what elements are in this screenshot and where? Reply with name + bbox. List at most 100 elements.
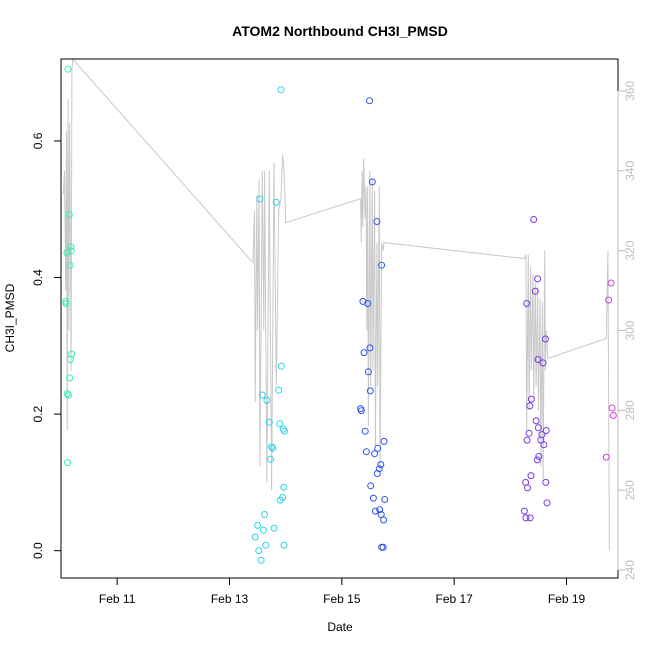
data-point xyxy=(367,482,375,490)
data-point xyxy=(527,395,535,403)
data-point xyxy=(276,496,284,504)
y-axis-left: 0.0 0.2 0.4 0.6 xyxy=(31,132,62,559)
data-point xyxy=(63,249,71,257)
data-point xyxy=(276,420,284,428)
data-point xyxy=(523,300,531,307)
data-point xyxy=(255,547,263,555)
y-axis-right: 240 260 280 300 320 340 360 xyxy=(617,81,637,580)
x-tick-label: Feb 13 xyxy=(211,592,249,606)
data-point xyxy=(259,526,267,534)
data-point xyxy=(609,412,617,419)
data-point xyxy=(280,541,288,549)
x-tick-label: Feb 19 xyxy=(548,592,586,606)
data-point xyxy=(265,418,273,426)
data-point xyxy=(543,499,551,507)
data-point xyxy=(380,437,388,445)
data-point xyxy=(277,362,285,370)
data-point xyxy=(366,97,373,105)
y-tick-label: 0.4 xyxy=(31,269,45,286)
x-tick-label: Feb 15 xyxy=(323,592,361,606)
x-tick-label: Feb 17 xyxy=(435,592,473,606)
y2-tick-label: 360 xyxy=(623,81,637,101)
data-point xyxy=(66,261,74,269)
y-tick-label: 0.2 xyxy=(31,405,45,422)
data-point xyxy=(257,556,265,564)
data-point xyxy=(262,541,270,549)
data-point xyxy=(379,543,387,551)
data-point xyxy=(542,427,550,434)
data-point xyxy=(256,195,264,203)
x-axis-label: Date xyxy=(327,620,353,634)
y2-tick-label: 340 xyxy=(623,160,637,180)
data-point xyxy=(373,470,381,477)
data-point xyxy=(62,300,70,307)
data-point xyxy=(537,436,545,444)
data-point xyxy=(526,514,534,522)
data-point xyxy=(364,368,372,376)
data-point xyxy=(534,275,542,283)
data-point xyxy=(66,356,74,363)
data-point xyxy=(268,443,276,451)
data-point xyxy=(371,450,379,458)
data-point xyxy=(376,506,384,514)
data-point xyxy=(267,455,274,463)
data-point xyxy=(525,429,533,437)
data-point xyxy=(263,396,271,404)
data-point xyxy=(269,444,277,452)
data-point xyxy=(535,452,543,460)
data-point xyxy=(66,374,74,382)
data-point xyxy=(362,448,370,456)
x-tick-label: Feb 11 xyxy=(99,592,136,606)
data-point xyxy=(64,459,72,467)
y-tick-label: 0.6 xyxy=(31,132,45,149)
data-point xyxy=(381,496,389,503)
data-point xyxy=(533,456,541,464)
y2-tick-label: 300 xyxy=(623,320,637,340)
y2-tick-label: 260 xyxy=(623,480,637,500)
data-point xyxy=(364,300,372,307)
right-axis-line-layer xyxy=(62,57,610,551)
data-point xyxy=(366,387,374,395)
x-axis: Feb 11 Feb 13 Feb 15 Feb 17 Feb 19 xyxy=(99,577,586,606)
data-point xyxy=(67,247,75,255)
data-point xyxy=(371,507,379,515)
data-point xyxy=(380,516,388,524)
data-point xyxy=(251,533,259,541)
data-point xyxy=(360,349,368,357)
y2-tick-label: 240 xyxy=(623,560,637,580)
data-point xyxy=(357,407,365,415)
data-point xyxy=(538,431,546,439)
data-point xyxy=(374,444,382,452)
data-point xyxy=(541,335,549,343)
data-point xyxy=(65,211,73,219)
data-point xyxy=(522,514,530,522)
data-point xyxy=(605,296,613,304)
data-point xyxy=(530,216,538,223)
data-point xyxy=(540,441,548,449)
data-point xyxy=(607,279,615,287)
data-point xyxy=(608,404,616,412)
data-point xyxy=(368,178,376,186)
data-point xyxy=(534,424,542,432)
y2-tick-label: 280 xyxy=(623,400,637,420)
data-point xyxy=(366,344,374,352)
line-series xyxy=(62,57,610,551)
data-point xyxy=(270,524,278,532)
scatter-points-layer xyxy=(62,65,617,564)
data-point xyxy=(272,198,280,206)
data-point xyxy=(64,65,72,73)
data-point xyxy=(281,427,288,435)
y2-tick-label: 320 xyxy=(623,240,637,260)
data-point xyxy=(524,484,531,492)
data-point xyxy=(532,417,540,425)
data-point xyxy=(261,511,269,518)
data-point xyxy=(254,521,262,529)
data-point xyxy=(67,243,75,251)
data-point xyxy=(361,427,369,435)
data-point xyxy=(602,453,610,461)
data-point xyxy=(534,356,542,363)
data-point xyxy=(258,391,266,399)
chart-title: ATOM2 Northbound CH3I_PMSD xyxy=(232,23,448,39)
data-point xyxy=(373,218,381,225)
